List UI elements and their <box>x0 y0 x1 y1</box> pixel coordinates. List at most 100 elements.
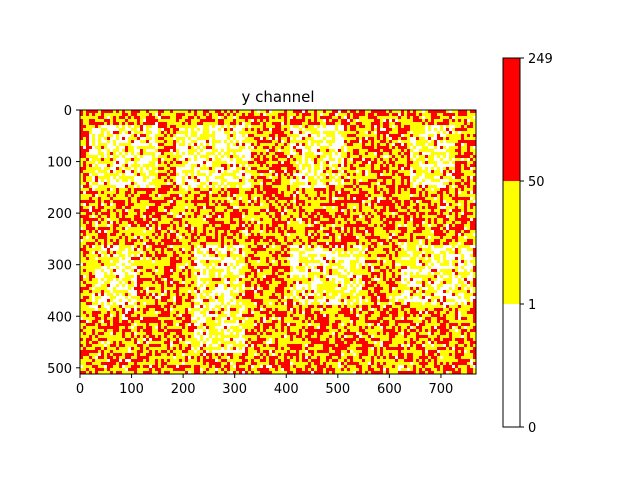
heatmap-cell <box>437 161 441 165</box>
heatmap-cell <box>188 110 192 114</box>
heatmap-cell <box>308 152 312 156</box>
heatmap-cell <box>263 212 267 216</box>
heatmap-cell <box>329 143 333 147</box>
heatmap-cell <box>110 200 114 204</box>
heatmap-cell <box>92 137 96 141</box>
heatmap-cell <box>227 158 231 162</box>
heatmap-cell <box>467 182 471 186</box>
heatmap-cell <box>269 116 273 120</box>
heatmap-cell <box>320 197 324 201</box>
heatmap-cell <box>242 182 246 186</box>
heatmap-cell <box>464 209 468 213</box>
heatmap-cell <box>464 161 468 165</box>
heatmap-cell <box>296 146 300 150</box>
heatmap-cell <box>110 173 114 177</box>
heatmap-cell <box>137 143 141 147</box>
heatmap-cell <box>179 179 183 183</box>
heatmap-cell <box>395 209 399 213</box>
heatmap-cell <box>398 116 402 120</box>
heatmap-cell <box>377 167 381 171</box>
heatmap-cell <box>254 209 258 213</box>
heatmap-cell <box>158 218 162 222</box>
heatmap-cell <box>128 176 132 180</box>
heatmap-cell <box>248 194 252 198</box>
heatmap-cell <box>95 131 99 135</box>
heatmap-cell <box>128 197 132 201</box>
heatmap-cell <box>242 116 246 120</box>
heatmap-cell <box>98 164 102 168</box>
heatmap-cell <box>287 113 291 117</box>
heatmap-cell <box>299 143 303 147</box>
heatmap-cell <box>368 215 372 219</box>
heatmap-cell <box>251 203 255 207</box>
heatmap-cell <box>248 134 252 138</box>
heatmap-cell <box>353 191 357 195</box>
heatmap-cell <box>281 125 285 129</box>
heatmap-cell <box>419 206 423 210</box>
heatmap-cell <box>86 143 90 147</box>
heatmap-cell <box>434 191 438 195</box>
heatmap-cell <box>416 137 420 141</box>
heatmap-cell <box>398 128 402 132</box>
heatmap-cell <box>152 122 156 126</box>
heatmap-cell <box>239 185 243 189</box>
heatmap-cell <box>95 164 99 168</box>
heatmap-cell <box>254 206 258 210</box>
heatmap-cell <box>116 140 120 144</box>
heatmap-cell <box>341 215 345 219</box>
heatmap-cell <box>209 128 213 132</box>
heatmap-cell <box>440 209 444 213</box>
heatmap-cell <box>314 221 318 225</box>
heatmap-cell <box>92 194 96 198</box>
heatmap-cell <box>152 155 156 159</box>
heatmap-cell <box>383 152 387 156</box>
heatmap-cell <box>194 149 198 153</box>
heatmap-cell <box>134 131 138 135</box>
heatmap-cell <box>188 164 192 168</box>
heatmap-cell <box>404 155 408 159</box>
heatmap-cell <box>401 137 405 141</box>
heatmap-cell <box>350 113 354 117</box>
heatmap-cell <box>209 152 213 156</box>
heatmap-cell <box>113 182 117 186</box>
heatmap-cell <box>368 173 372 177</box>
heatmap-cell <box>119 197 123 201</box>
heatmap-cell <box>362 110 366 114</box>
heatmap-cell <box>116 170 120 174</box>
heatmap-cell <box>371 206 375 210</box>
heatmap-cell <box>200 143 204 147</box>
heatmap-cell <box>452 119 456 123</box>
heatmap-cell <box>188 116 192 120</box>
heatmap-cell <box>116 173 120 177</box>
heatmap-cell <box>227 203 231 207</box>
heatmap-cell <box>341 134 345 138</box>
heatmap-cell <box>413 116 417 120</box>
heatmap-cell <box>428 146 432 150</box>
heatmap-cell <box>386 113 390 117</box>
heatmap-cell <box>329 209 333 213</box>
heatmap-cell <box>386 116 390 120</box>
heatmap-cell <box>158 209 162 213</box>
heatmap-cell <box>323 164 327 168</box>
heatmap-cell <box>383 143 387 147</box>
heatmap-cell <box>431 191 435 195</box>
heatmap-cell <box>272 128 276 132</box>
heatmap-cell <box>440 119 444 123</box>
heatmap-cell <box>86 221 90 225</box>
heatmap-cell <box>248 188 252 192</box>
heatmap-cell <box>290 134 294 138</box>
heatmap-cell <box>341 137 345 141</box>
heatmap-cell <box>410 119 414 123</box>
heatmap-cell <box>380 164 384 168</box>
heatmap-cell <box>257 131 261 135</box>
heatmap-cell <box>440 152 444 156</box>
heatmap-cell <box>404 212 408 216</box>
heatmap-cell <box>92 218 96 222</box>
heatmap-cell <box>293 119 297 123</box>
heatmap-cell <box>473 215 477 219</box>
heatmap-cell <box>128 113 132 117</box>
heatmap-cell <box>314 170 318 174</box>
heatmap-cell <box>356 140 360 144</box>
heatmap-cell <box>89 203 93 207</box>
heatmap-cell <box>320 164 324 168</box>
